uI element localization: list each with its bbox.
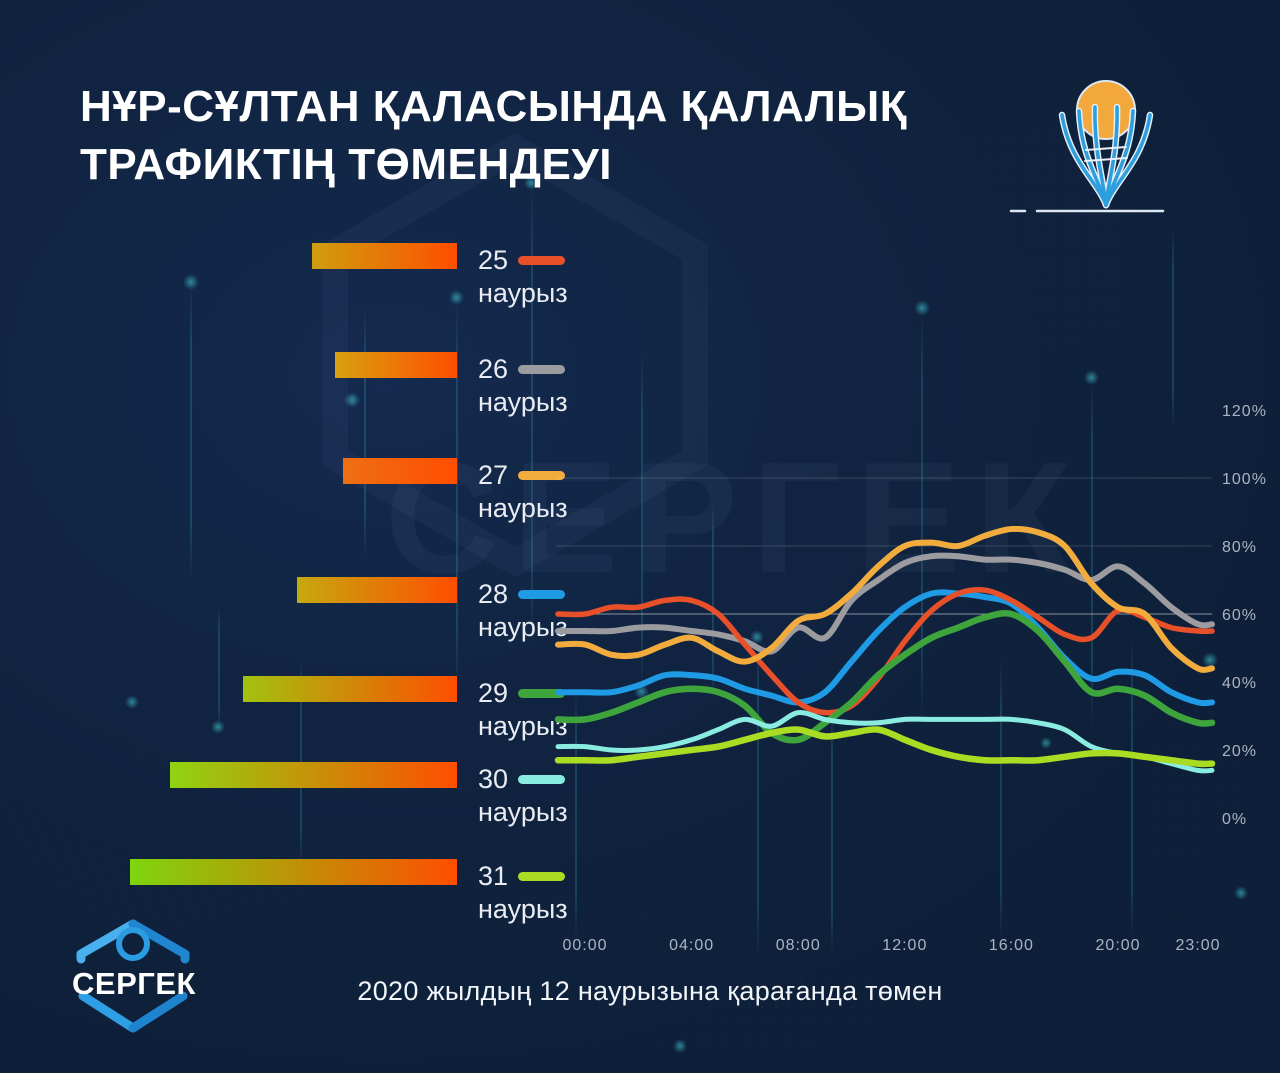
x-tick-16:00: 16:00 xyxy=(989,937,1034,954)
x-tick-04:00: 04:00 xyxy=(669,937,714,954)
y-tick-80: 80% xyxy=(1222,539,1257,556)
camera-lens-icon xyxy=(116,927,150,961)
x-tick-23:00: 23:00 xyxy=(1175,937,1220,954)
date-legend: 26 наурыз xyxy=(478,353,608,419)
legend-dash xyxy=(518,590,566,599)
date-legend: 25 наурыз xyxy=(478,244,608,310)
date-word: наурыз xyxy=(478,612,568,642)
sergek-logo xyxy=(76,919,190,1033)
x-tick-20:00: 20:00 xyxy=(1096,937,1141,954)
y-axis-labels: 120% 100% 80% 60% 40% 20% 0% xyxy=(1222,403,1267,828)
date-number: 28 xyxy=(478,579,509,609)
y-tick-120: 120% xyxy=(1222,403,1267,420)
title-line-2: ТРАФИКТІҢ ТӨМЕНДЕУІ xyxy=(80,140,612,189)
series-lines xyxy=(554,525,1216,774)
legend-dash xyxy=(518,365,566,374)
legend-dash xyxy=(518,775,566,784)
line-28-наурыз xyxy=(555,589,1215,707)
date-number: 29 xyxy=(478,678,509,708)
line-29-наурыз xyxy=(554,609,1216,744)
bar-row-25: -40% 25 наурыз xyxy=(0,243,640,308)
bar-row-30: -64% 30 наурыз xyxy=(0,762,640,827)
y-tick-20: 20% xyxy=(1222,743,1257,760)
date-word: наурыз xyxy=(478,278,568,308)
line-30-наурыз xyxy=(555,710,1215,774)
date-word: наурыз xyxy=(478,894,568,924)
y-tick-0: 0% xyxy=(1222,811,1247,828)
legend-dash xyxy=(518,471,566,480)
date-legend: 31 наурыз xyxy=(478,860,608,926)
legend-dash xyxy=(518,256,566,265)
x-tick-12:00: 12:00 xyxy=(882,937,927,954)
date-number: 27 xyxy=(478,460,509,490)
brand-watermark: СЕРГЕК xyxy=(385,430,1085,606)
bar-row-28: -45% 28 наурыз xyxy=(0,577,640,642)
gridlines xyxy=(556,477,1212,615)
decrease-bar xyxy=(335,352,457,378)
brand-name: СЕРГЕК xyxy=(72,966,196,1001)
x-tick-08:00: 08:00 xyxy=(776,937,821,954)
date-number: 26 xyxy=(478,354,509,384)
line-25-наурыз xyxy=(555,587,1215,716)
date-legend: 28 наурыз xyxy=(478,578,608,644)
x-tick-00:00: 00:00 xyxy=(562,937,607,954)
date-number: 31 xyxy=(478,861,509,891)
date-number: 25 xyxy=(478,245,509,275)
date-word: наурыз xyxy=(478,493,568,523)
page-title: НҰР-СҰЛТАН ҚАЛАСЫНДА ҚАЛАЛЫҚ ТРАФИКТІҢ Т… xyxy=(80,78,907,194)
line-26-наурыз xyxy=(555,552,1215,655)
y-tick-100: 100% xyxy=(1222,471,1267,488)
date-legend: 27 наурыз xyxy=(478,459,608,525)
date-legend: 29 наурыз xyxy=(478,677,608,743)
date-legend: 30 наурыз xyxy=(478,763,608,829)
bar-row-27: -28% 27 наурыз xyxy=(0,458,640,523)
decrease-bar xyxy=(243,676,457,702)
line-31-наурыз xyxy=(554,726,1216,768)
bar-row-31: -71% 31 наурыз xyxy=(0,859,640,924)
line-27-наурыз xyxy=(555,525,1215,673)
caption: 2020 жылдың 12 наурызына қарағанда төмен xyxy=(357,976,943,1006)
x-axis-labels: 00:00 04:00 08:00 12:00 16:00 20:00 23:00 xyxy=(562,937,1220,954)
y-tick-60: 60% xyxy=(1222,607,1257,624)
legend-dash xyxy=(518,872,566,881)
y-tick-40: 40% xyxy=(1222,675,1257,692)
title-line-1: НҰР-СҰЛТАН ҚАЛАСЫНДА ҚАЛАЛЫҚ xyxy=(80,82,908,131)
legend-dash xyxy=(518,689,566,698)
date-word: наурыз xyxy=(478,387,568,417)
bar-row-26: -29% 26 наурыз xyxy=(0,352,640,417)
bayterek-tower-logo xyxy=(1009,80,1165,213)
shield-icon xyxy=(76,919,190,1033)
date-word: наурыз xyxy=(478,797,568,827)
decrease-bar xyxy=(297,577,457,603)
decrease-bar xyxy=(170,762,457,788)
decrease-bar xyxy=(343,458,457,484)
decrease-bar xyxy=(312,243,457,269)
decrease-bar xyxy=(130,859,457,885)
tower-branches-icon xyxy=(1058,103,1154,209)
date-number: 30 xyxy=(478,764,509,794)
bar-row-29: -53% 29 наурыз xyxy=(0,676,640,741)
date-word: наурыз xyxy=(478,711,568,741)
